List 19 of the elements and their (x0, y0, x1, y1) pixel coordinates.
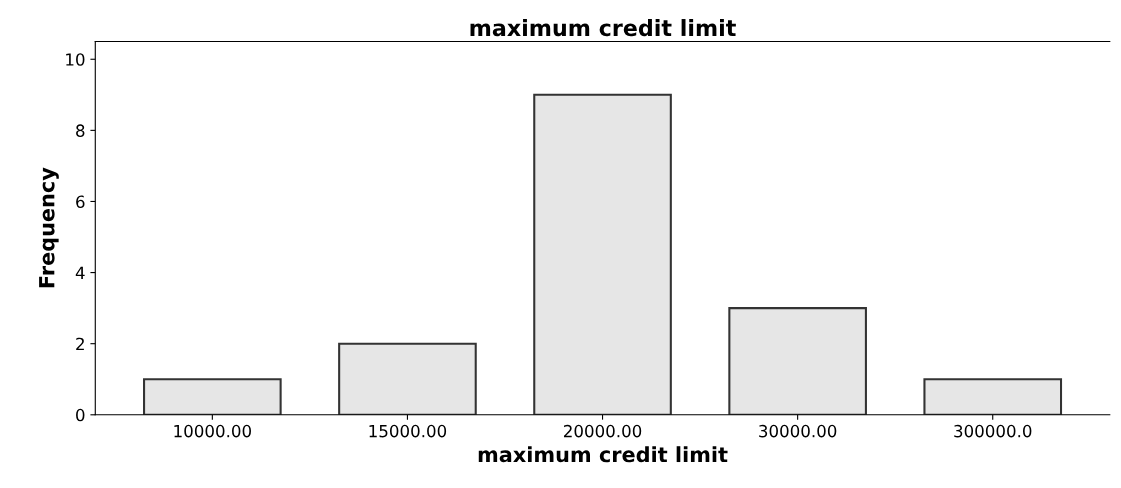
bar (923, 378, 1063, 415)
bar (143, 378, 282, 415)
y-axis-title: Frequency (39, 167, 59, 288)
x-tick-label: 10000.00 (174, 424, 251, 438)
y-tick-label: 10 (66, 53, 85, 66)
bar (728, 307, 867, 415)
y-tick-label: 2 (76, 337, 84, 351)
y-tick-label: 4 (75, 266, 85, 279)
bar (338, 342, 477, 415)
chart-title: maximum credit limit (470, 19, 736, 37)
y-tick-label: 0 (76, 408, 85, 422)
x-tick-label: 15000.00 (369, 424, 447, 438)
x-tick-label: 20000.00 (564, 424, 642, 438)
bar (533, 93, 672, 415)
x-tick-label: 30000.00 (759, 424, 837, 438)
x-axis-title: maximum credit limit (478, 446, 728, 463)
y-tick-label: 8 (76, 124, 85, 137)
x-tick-label: 300000.0 (954, 424, 1032, 438)
y-tick-label: 6 (76, 195, 85, 209)
